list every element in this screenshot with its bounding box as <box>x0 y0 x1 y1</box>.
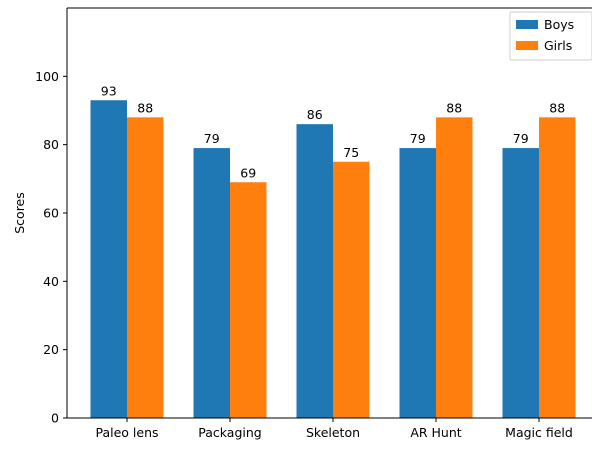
data-label-boys-paleo-lens: 93 <box>101 83 117 98</box>
bar-girls-skeleton <box>333 161 370 418</box>
y-tick-label: 40 <box>43 274 59 289</box>
legend: Boys Girls <box>509 11 592 61</box>
x-tick-label-ar-hunt: AR Hunt <box>410 425 461 440</box>
x-tick-label-packaging: Packaging <box>198 425 261 440</box>
data-label-boys-magic-field: 79 <box>513 131 529 146</box>
legend-label-girls: Girls <box>544 38 572 53</box>
data-label-girls-packaging: 69 <box>240 165 256 180</box>
y-tick-label: 0 <box>51 411 59 426</box>
x-tick-label-paleo-lens: Paleo lens <box>95 425 158 440</box>
legend-swatch-girls <box>516 41 538 50</box>
bar-girls-ar-hunt <box>436 117 473 418</box>
y-tick-label: 100 <box>35 69 59 84</box>
data-label-boys-skeleton: 86 <box>307 107 323 122</box>
x-tick-label-skeleton: Skeleton <box>306 425 360 440</box>
x-tick-label-magic-field: Magic field <box>505 425 573 440</box>
y-axis-label: Scores <box>12 192 27 234</box>
data-label-girls-magic-field: 88 <box>549 100 565 115</box>
data-label-girls-paleo-lens: 88 <box>137 100 153 115</box>
axes: 0 20 40 60 80 100 Paleo lens Packaging Skeleton A… <box>12 7 592 440</box>
bar-girls-paleo-lens <box>127 117 164 418</box>
data-label-boys-packaging: 79 <box>204 131 220 146</box>
y-tick-label: 80 <box>43 137 59 152</box>
bar-boys-skeleton <box>296 124 333 419</box>
data-label-girls-ar-hunt: 88 <box>446 100 462 115</box>
legend-label-boys: Boys <box>544 17 574 32</box>
bar-girls-packaging <box>230 182 267 418</box>
bar-boys-paleo-lens <box>90 100 127 418</box>
bar-girls-magic-field <box>539 117 576 418</box>
plot-area: 93 88 79 69 86 75 79 88 79 88 <box>90 83 576 419</box>
bar-boys-packaging <box>193 148 230 419</box>
y-tick-label: 60 <box>43 206 59 221</box>
data-label-boys-ar-hunt: 79 <box>410 131 426 146</box>
bar-boys-ar-hunt <box>399 148 436 419</box>
bar-boys-magic-field <box>502 148 539 419</box>
data-label-girls-skeleton: 75 <box>343 145 359 160</box>
legend-swatch-boys <box>516 20 538 29</box>
y-tick-label: 20 <box>43 342 59 357</box>
